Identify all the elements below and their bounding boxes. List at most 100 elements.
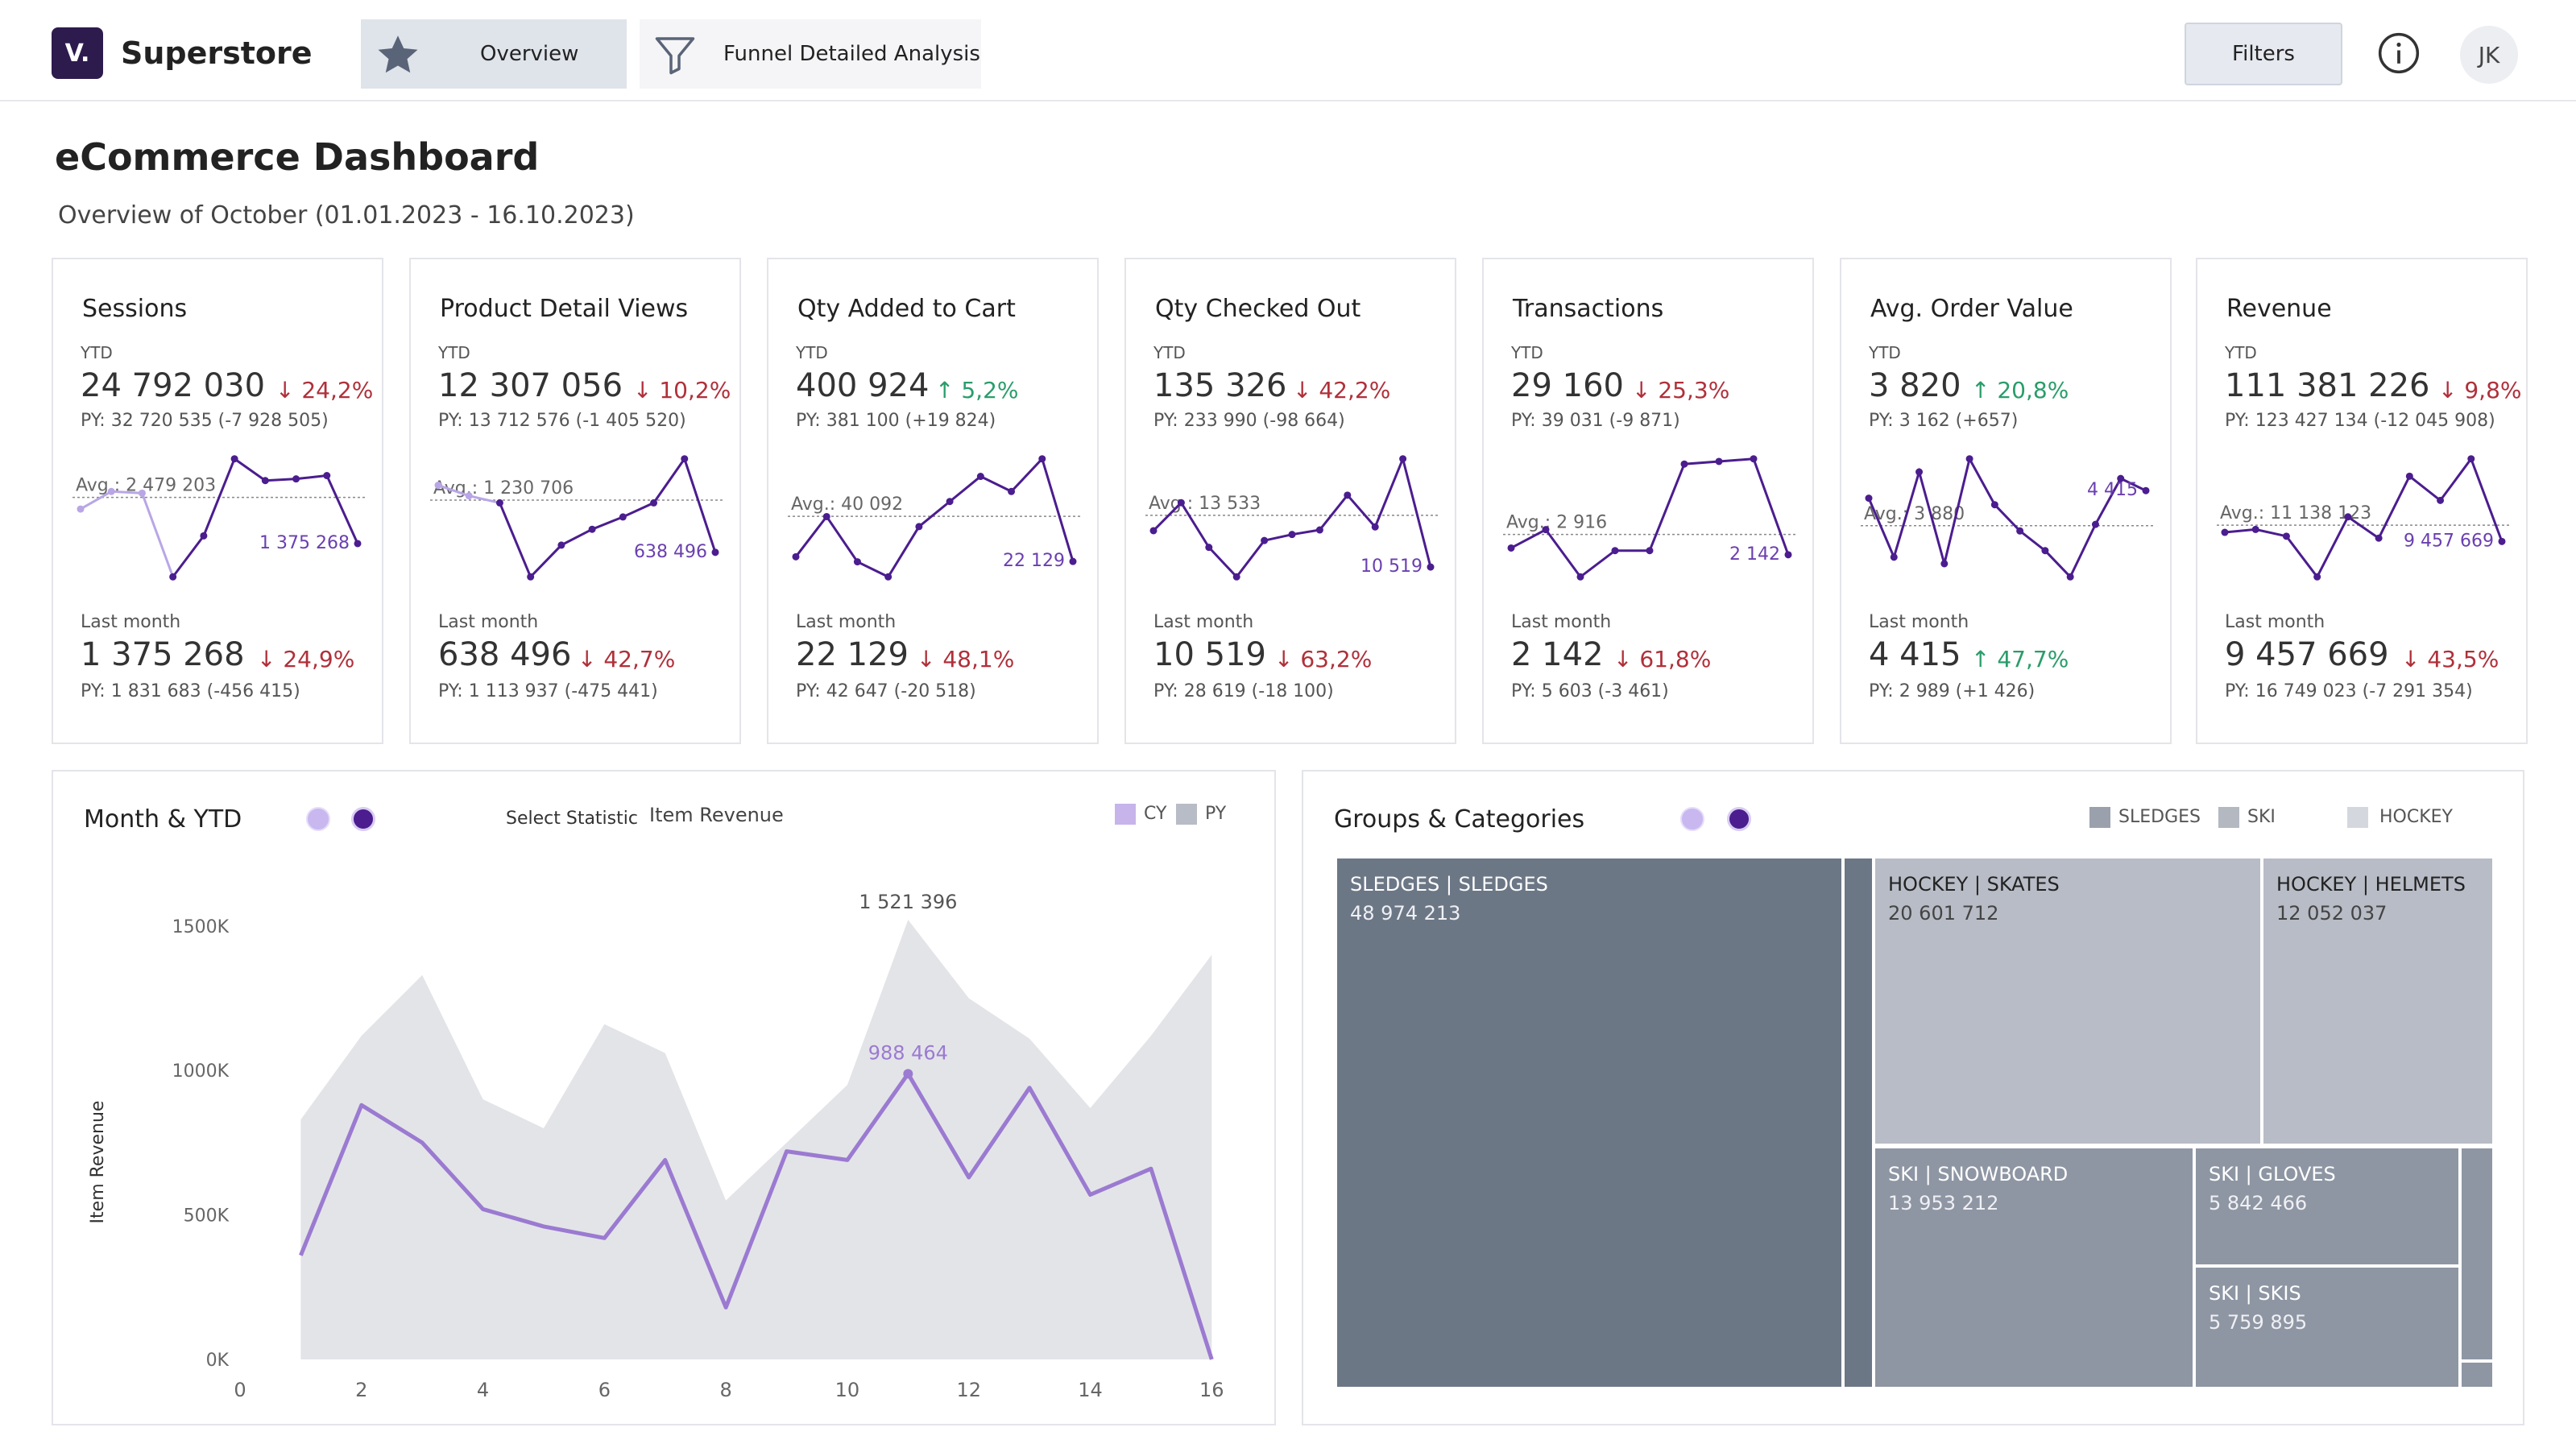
sparkline-point [434,482,442,490]
sparkline-point [1288,531,1296,539]
kpi-sparkline: Avg.: 40 092 22 129 [788,455,1081,581]
kpi-sparkline: Avg.: 3 880 4 415 [1861,455,2154,581]
kpi-py-ytd: PY: 3 162 (+657) [1869,411,2019,431]
sparkline-point [1261,536,1269,544]
sparkline-point [1940,560,1949,568]
kpi-ytd-value: 29 160 [1511,367,1624,404]
user-avatar[interactable]: JK [2460,26,2518,84]
x-tick-label: 16 [1199,1379,1224,1401]
x-tick-label: 8 [720,1379,732,1401]
treemap-tile-hockey-skates[interactable]: HOCKEY | SKATES 20 601 712 [1875,858,2260,1144]
sparkline-point [1232,573,1240,581]
kpi-last-month-value: 4 415 [1869,636,1961,673]
treemap-tile-ski-skis[interactable]: SKI | SKIS 5 759 895 [2196,1268,2458,1387]
sparkline-last-value: 2 142 [1729,544,1780,565]
kpi-ytd-change: ↓ 25,3% [1632,377,1730,403]
light-series-toggle[interactable] [306,807,330,831]
kpi-title: Transactions [1513,295,1664,323]
y-tick-label: 500K [184,1206,230,1227]
filters-button[interactable]: Filters [2185,23,2342,85]
kpi-card-sessions: Sessions YTD 24 792 030 ↓ 24,2% PY: 32 7… [52,258,383,744]
treemap-tile-hockey-helmets[interactable]: HOCKEY | HELMETS 12 052 037 [2263,858,2492,1144]
sparkline-point [2142,486,2150,494]
sparkline-last-value: 22 129 [1003,551,1065,571]
light-series-toggle[interactable] [1680,807,1704,831]
treemap-tile-sledges[interactable]: SLEDGES | SLEDGES 48 974 213 [1337,858,1841,1387]
sparkline-point [1965,455,1973,463]
sparkline-last-value: 10 519 [1360,556,1423,577]
tile-value: 48 974 213 [1350,902,1461,925]
month-ytd-title: Month & YTD [84,805,242,834]
kpi-title: Avg. Order Value [1870,295,2073,323]
x-tick-label: 12 [956,1379,981,1401]
treemap-tile-ski-other[interactable] [2462,1148,2492,1359]
kpi-last-month-change: ↓ 61,8% [1613,646,1712,672]
tile-value: 13 953 212 [1888,1192,1999,1214]
app-logo[interactable]: V. [52,27,103,79]
treemap-tile-sledges-other[interactable] [1845,858,1872,1387]
kpi-ytd-value: 135 326 [1153,367,1287,404]
sparkline-point [1611,547,1619,555]
cy-peak-label: 988 464 [868,1041,948,1064]
star-icon [378,35,418,73]
sparkline-average-label: Avg.: 40 092 [791,494,903,515]
kpi-card-qty-added-to-cart: Qty Added to Cart YTD 400 924 ↑ 5,2% PY:… [767,258,1099,744]
sparkline-point [557,541,565,549]
kpi-py-ytd: PY: 381 100 (+19 824) [796,411,996,431]
kpi-ytd-value: 24 792 030 [81,367,266,404]
kpi-last-month-value: 638 496 [438,636,572,673]
legend-hockey-label: HOCKEY [2379,807,2453,827]
sparkline-point [2498,537,2506,545]
brand-name: Superstore [121,35,313,71]
dark-series-toggle[interactable] [1727,807,1751,831]
sparkline-point [976,473,984,481]
tab-overview[interactable]: Overview [361,19,627,89]
kpi-ytd-change: ↑ 5,2% [935,377,1019,403]
sparkline-point [1542,526,1550,534]
tile-value: 20 601 712 [1888,902,1999,925]
kpi-title: Revenue [2226,295,2332,323]
sparkline-point [200,532,208,540]
sparkline-point [1038,455,1046,463]
tab-funnel-detailed-analysis[interactable]: Funnel Detailed Analysis [640,19,981,89]
tile-value: 5 842 466 [2209,1192,2308,1214]
sparkline-prior-segment [80,490,175,577]
tile-label: SKI | GLOVES [2209,1163,2336,1185]
dark-series-toggle[interactable] [351,807,375,831]
treemap-tile-ski-snowboard[interactable]: SKI | SNOWBOARD 13 953 212 [1875,1148,2193,1387]
kpi-ytd-change: ↑ 20,8% [1971,377,2069,403]
sparkline-point [1715,457,1723,465]
cy-line [299,1071,1214,1360]
sparkline-point [2117,474,2125,482]
x-tick-label: 0 [234,1379,246,1401]
kpi-last-month-label: Last month [438,612,539,632]
info-icon[interactable] [2376,31,2421,76]
sparkline-point [619,513,627,521]
sparkline-last-value: 638 496 [634,542,707,562]
sparkline-average-label: Avg.: 2 916 [1506,513,1607,533]
kpi-last-month-value: 9 457 669 [2225,636,2389,673]
kpi-last-month-value: 1 375 268 [81,636,245,673]
sparkline-point [1784,551,1792,559]
sparkline-point [292,475,300,483]
sparkline-point [2041,547,2049,555]
py-peak-label: 1 521 396 [859,891,957,913]
sparkline-point [884,573,892,581]
sparkline-point [2282,532,2290,540]
treemap-tile-ski-other-2[interactable] [2462,1363,2492,1387]
y-axis-label: Item Revenue [88,1101,108,1224]
kpi-card-avg-order-value: Avg. Order Value YTD 3 820 ↑ 20,8% PY: 3… [1840,258,2172,744]
groups-categories-panel: Groups & Categories SLEDGES SKI HOCKEY S… [1302,770,2524,1425]
kpi-py-last-month: PY: 28 619 (-18 100) [1153,681,1334,701]
select-statistic-dropdown[interactable]: Item Revenue [649,804,784,826]
kpi-ytd-change: ↓ 24,2% [275,377,374,403]
treemap-tile-ski-gloves[interactable]: SKI | GLOVES 5 842 466 [2196,1148,2458,1264]
groups-treemap: SLEDGES | SLEDGES 48 974 213 HOCKEY | SK… [1337,858,2492,1387]
sparkline-line [1867,455,2147,579]
legend-py-label: PY [1205,804,1227,824]
sparkline-point [230,455,238,463]
kpi-sparkline: Avg.: 2 479 203 1 375 268 [72,455,366,581]
sparkline-point [1205,544,1213,552]
kpi-last-month-value: 2 142 [1511,636,1604,673]
sparkline-point [354,540,362,548]
